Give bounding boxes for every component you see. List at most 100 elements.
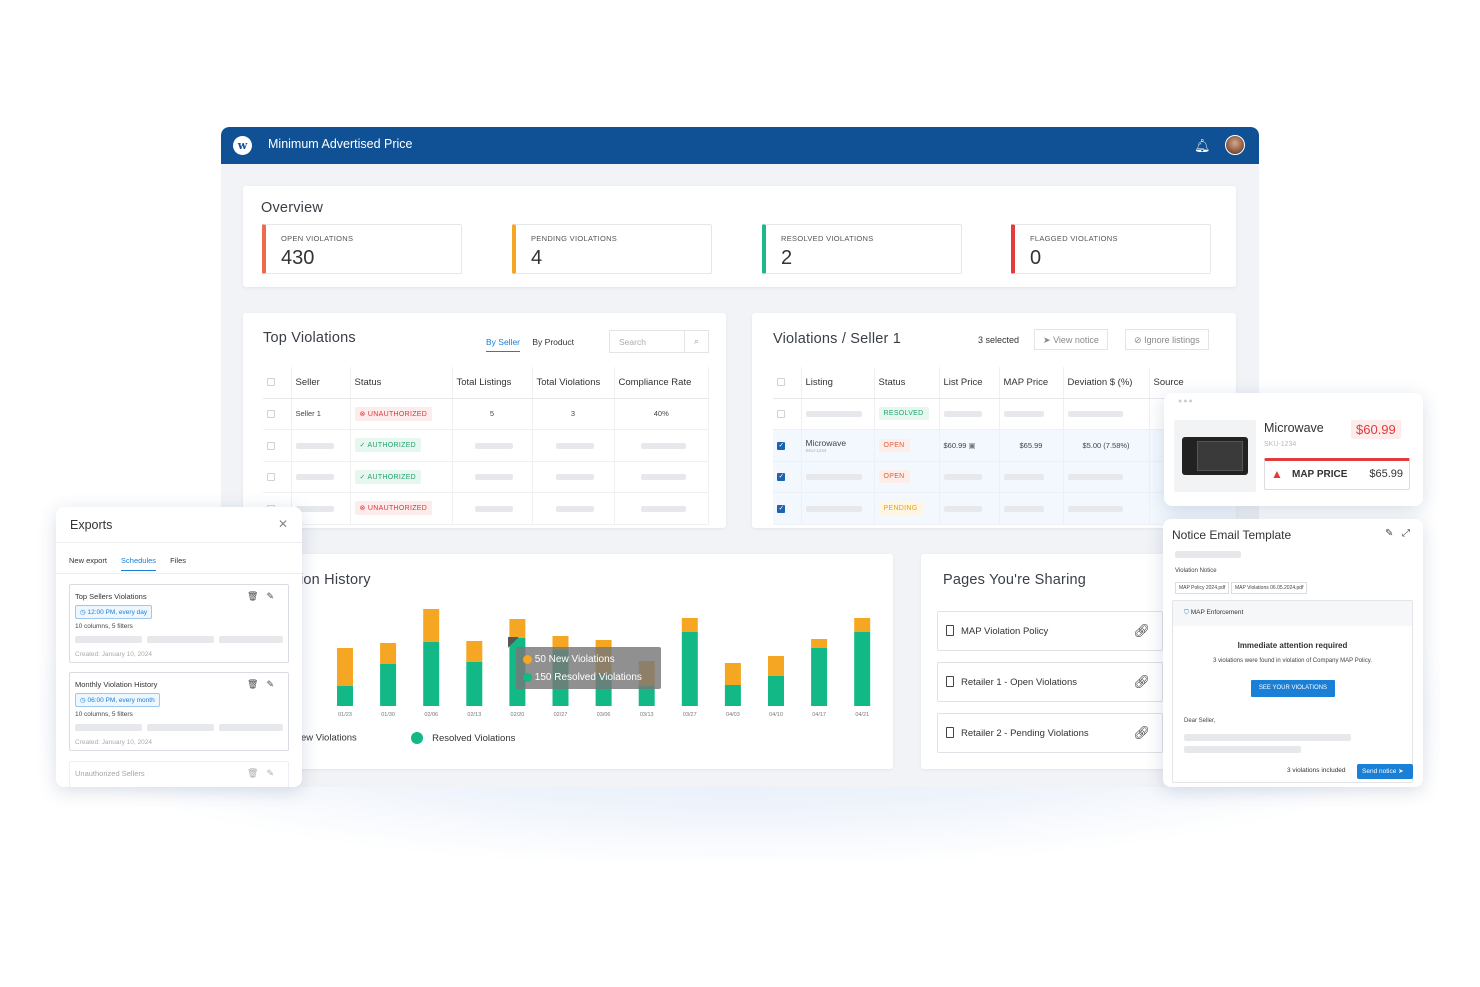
- exports-panel: Exports ✕ New export Schedules Files Top…: [56, 507, 302, 787]
- row-checkbox[interactable]: [777, 472, 785, 482]
- bar-new[interactable]: [681, 618, 698, 632]
- bar-resolved[interactable]: [811, 648, 828, 706]
- see-violations-button[interactable]: SEE YOUR VIOLATIONS: [1251, 680, 1335, 697]
- view-notice-button[interactable]: ➤ View notice: [1034, 329, 1108, 350]
- placeholder-bar: [556, 505, 594, 512]
- row-checkbox[interactable]: [267, 441, 275, 450]
- link-icon[interactable]: 🔗︎: [1133, 674, 1150, 689]
- bar-new[interactable]: [724, 663, 741, 685]
- col-status[interactable]: Status: [350, 367, 453, 399]
- stat-resolved-violations[interactable]: RESOLVED VIOLATIONS 2: [762, 224, 962, 274]
- bar-new[interactable]: [552, 636, 569, 650]
- trash-icon[interactable]: 🗑︎: [247, 591, 267, 601]
- bar-new[interactable]: [509, 619, 526, 638]
- bar-new[interactable]: [854, 618, 871, 632]
- shared-page-label: MAP Violation Policy: [961, 626, 1049, 637]
- col-list-price[interactable]: List Price: [939, 367, 1000, 399]
- bar-new[interactable]: [423, 609, 440, 642]
- col-map-price[interactable]: MAP Price: [999, 367, 1064, 399]
- stat-pending-violations[interactable]: PENDING VIOLATIONS 4: [512, 224, 712, 274]
- send-notice-button[interactable]: Send notice ➤: [1357, 764, 1413, 779]
- select-all-checkbox[interactable]: [777, 378, 785, 387]
- trash-icon[interactable]: 🗑︎: [247, 679, 267, 689]
- col-status[interactable]: Status: [874, 367, 940, 399]
- export-schedule-item[interactable]: Unauthorized Sellers 🗑︎✎: [69, 761, 289, 787]
- tab-new-export[interactable]: New export: [69, 556, 107, 565]
- bar-new[interactable]: [466, 641, 483, 662]
- close-icon[interactable]: ✕: [278, 517, 289, 531]
- stat-open-violations[interactable]: OPEN VIOLATIONS 430: [262, 224, 462, 274]
- link-icon[interactable]: 🔗︎: [1133, 725, 1150, 740]
- row-checkbox[interactable]: [777, 410, 785, 419]
- export-schedule-item[interactable]: Monthly Violation History 🗑︎✎ ◷ 06:00 PM…: [69, 672, 289, 751]
- avatar[interactable]: [1225, 135, 1245, 155]
- status-text: AUTHORIZED: [367, 442, 417, 450]
- legend-resolved[interactable]: Resolved Violations: [432, 732, 516, 744]
- tab-by-product[interactable]: By Product: [532, 337, 574, 347]
- bar-new[interactable]: [380, 643, 397, 664]
- bar-new[interactable]: [768, 656, 784, 676]
- tab-files[interactable]: Files: [170, 556, 186, 565]
- col-deviation[interactable]: Deviation $ (%): [1063, 367, 1150, 399]
- bar-resolved[interactable]: [768, 676, 784, 706]
- stat-flagged-violations[interactable]: FLAGGED VIOLATIONS 0: [1011, 224, 1211, 274]
- shared-page-row[interactable]: MAP Violation Policy 🔗︎: [937, 611, 1163, 651]
- bar-resolved[interactable]: [337, 686, 353, 706]
- export-schedule-item[interactable]: Top Sellers Violations 🗑︎✎ ◷ 12:00 PM, e…: [69, 584, 289, 663]
- bar-new[interactable]: [337, 648, 353, 686]
- link-icon[interactable]: 🔗︎: [1133, 623, 1150, 638]
- edit-icon[interactable]: ✎: [1385, 528, 1394, 539]
- bar-new[interactable]: [811, 639, 828, 648]
- shared-page-row[interactable]: Retailer 2 - Pending Violations 🔗︎: [937, 713, 1163, 753]
- status-badge: ✓ AUTHORIZED: [354, 469, 422, 484]
- table-row[interactable]: ✓ AUTHORIZED: [263, 461, 709, 493]
- trash-icon[interactable]: 🗑︎: [247, 768, 267, 778]
- legend-new[interactable]: ew Violations: [301, 732, 357, 744]
- select-all-checkbox[interactable]: [267, 378, 275, 387]
- rate-cell: [614, 461, 709, 493]
- table-row[interactable]: ✓ AUTHORIZED: [263, 429, 709, 462]
- col-total-violations[interactable]: Total Violations: [532, 367, 615, 399]
- placeholder-bar: [475, 442, 513, 449]
- col-seller[interactable]: Seller: [291, 367, 351, 399]
- seller-cell[interactable]: Seller 1: [291, 398, 351, 430]
- placeholder-bar: [1175, 551, 1241, 558]
- search-input[interactable]: Search ⌕: [609, 330, 709, 353]
- table-row[interactable]: ⊗ UNAUTHORIZED: [263, 492, 709, 525]
- col-compliance-rate[interactable]: Compliance Rate: [614, 367, 709, 399]
- image-icon[interactable]: ▣: [968, 440, 976, 450]
- shared-page-row[interactable]: Retailer 1 - Open Violations 🔗︎: [937, 662, 1163, 702]
- edit-icon[interactable]: ✎: [266, 768, 282, 778]
- bar-resolved[interactable]: [638, 686, 655, 706]
- ignore-listings-button[interactable]: ⊘ Ignore listings: [1125, 329, 1209, 350]
- attachment[interactable]: MAP Violations 06.05.2024.pdf: [1231, 582, 1308, 594]
- tab-by-seller[interactable]: By Seller: [486, 337, 521, 352]
- row-checkbox[interactable]: [777, 441, 785, 450]
- tooltip-new-text: 50 New Violations: [534, 654, 615, 665]
- edit-icon[interactable]: ✎: [266, 679, 282, 689]
- bar-resolved[interactable]: [854, 632, 871, 706]
- col-listing[interactable]: Listing: [801, 367, 875, 399]
- row-checkbox[interactable]: [777, 504, 785, 513]
- col-total-listings[interactable]: Total Listings: [452, 367, 533, 399]
- shield-icon: ⛉: [1184, 609, 1189, 616]
- row-checkbox[interactable]: [267, 410, 275, 419]
- expand-icon[interactable]: ⤢: [1402, 528, 1410, 539]
- app-logo[interactable]: w: [233, 136, 252, 155]
- bar-resolved[interactable]: [380, 664, 397, 706]
- search-icon[interactable]: ⌕: [684, 331, 708, 352]
- row-checkbox[interactable]: [267, 473, 275, 482]
- tab-schedules[interactable]: Schedules: [121, 556, 157, 571]
- shared-page-label: Retailer 2 - Pending Violations: [961, 728, 1089, 739]
- bar-resolved[interactable]: [466, 662, 483, 706]
- bell-icon[interactable]: 🔔︎: [1194, 138, 1211, 153]
- bar-resolved[interactable]: [724, 685, 741, 706]
- placeholder-bar: [1003, 411, 1044, 418]
- attachment[interactable]: MAP Policy 2024.pdf: [1175, 582, 1230, 594]
- edit-icon[interactable]: ✎: [266, 591, 282, 601]
- listing-cell[interactable]: Microwave SKU-1234: [801, 429, 875, 462]
- table-row[interactable]: Seller 1 ⊗ UNAUTHORIZED 5 3 40%: [263, 398, 709, 430]
- bar-resolved[interactable]: [681, 632, 698, 706]
- bar-resolved[interactable]: [423, 642, 440, 706]
